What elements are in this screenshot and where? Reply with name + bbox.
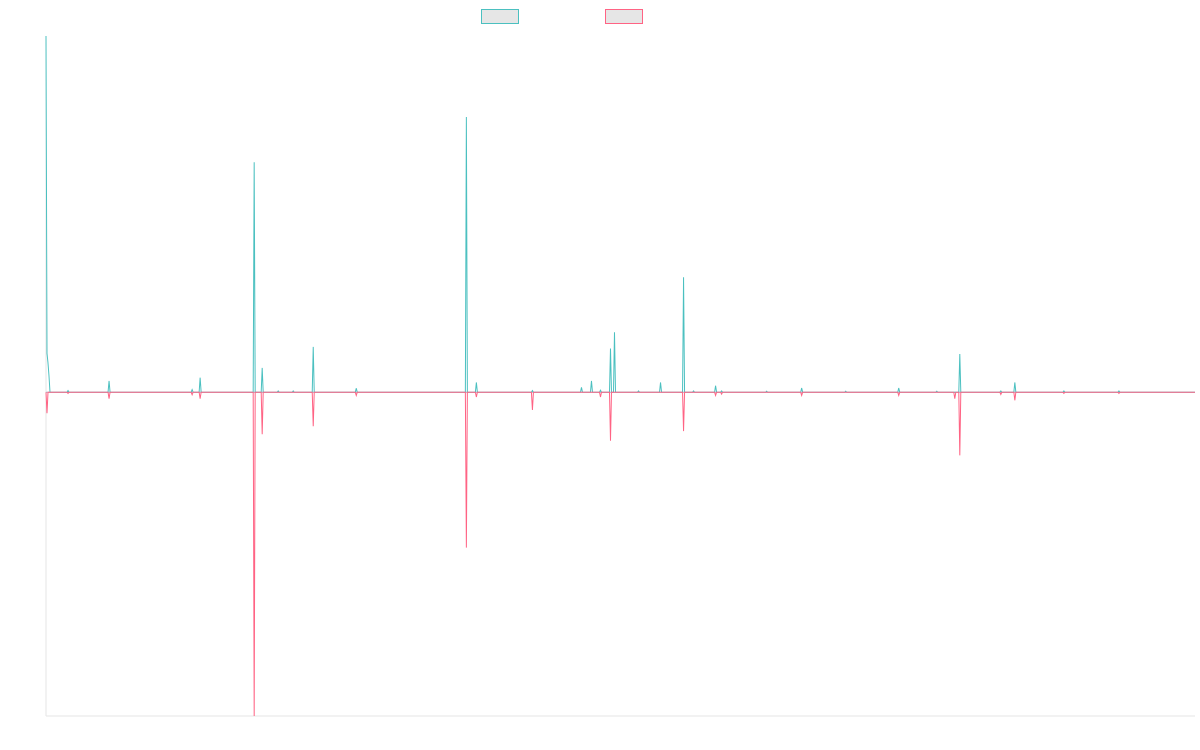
series-lines (45, 35, 1195, 717)
axes (45, 36, 1195, 717)
legend-swatch-series-1 (481, 9, 519, 24)
series-line-1 (45, 35, 1195, 393)
legend-swatch-series-2 (605, 9, 643, 24)
legend-item-series-1[interactable] (481, 9, 525, 24)
legend (0, 9, 1200, 27)
series-line-2 (45, 391, 1195, 717)
legend-item-series-2[interactable] (605, 9, 649, 24)
